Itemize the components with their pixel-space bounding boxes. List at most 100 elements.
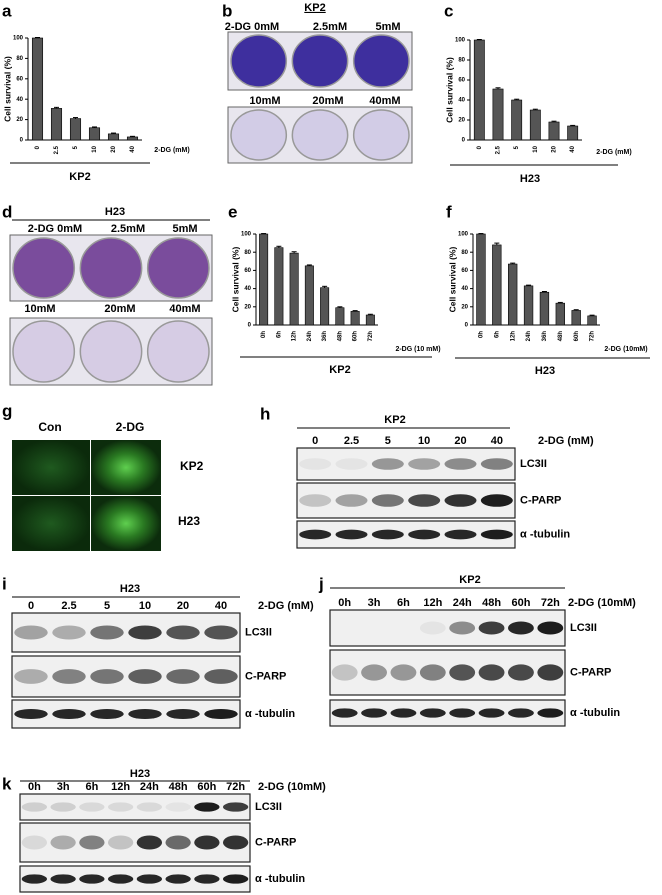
lane-label: 2.5 bbox=[344, 435, 359, 447]
lane-label: 10 bbox=[418, 435, 430, 447]
band bbox=[331, 708, 358, 718]
dose-label: 10mM bbox=[249, 95, 280, 107]
y-tick-label: 100 bbox=[241, 232, 252, 238]
well bbox=[146, 237, 210, 299]
lane-label: 5 bbox=[385, 435, 391, 447]
band bbox=[335, 494, 368, 507]
lane-label: 40 bbox=[215, 600, 227, 612]
band bbox=[166, 625, 200, 640]
image-2dg-kp2 bbox=[91, 440, 161, 495]
bar bbox=[567, 125, 579, 141]
y-axis-label: Cell survival (%) bbox=[230, 247, 240, 313]
row-label: LC3II bbox=[570, 622, 597, 634]
row-label: KP2 bbox=[180, 459, 204, 473]
band bbox=[449, 664, 476, 681]
row-label: C-PARP bbox=[520, 494, 561, 506]
band bbox=[335, 458, 368, 470]
y-tick-label: 100 bbox=[13, 36, 24, 42]
lane-label: 6h bbox=[85, 781, 98, 793]
lane-label: 3h bbox=[368, 597, 381, 609]
lane-label: 5 bbox=[104, 600, 110, 612]
band bbox=[299, 458, 332, 470]
bar bbox=[88, 127, 101, 141]
band bbox=[449, 621, 476, 635]
panel-letter: d bbox=[2, 202, 12, 221]
panel-letter: c bbox=[444, 1, 453, 20]
band bbox=[90, 625, 124, 640]
x-tick-label: 60h bbox=[574, 331, 580, 342]
lane-label: 24h bbox=[453, 597, 472, 609]
band bbox=[478, 621, 505, 635]
row-label: α -tubulin bbox=[255, 873, 305, 885]
band bbox=[331, 664, 358, 681]
row-label: α -tubulin bbox=[520, 528, 570, 540]
lane-label: 0 bbox=[28, 600, 34, 612]
well bbox=[12, 237, 76, 299]
bar bbox=[523, 285, 534, 326]
y-tick-label: 80 bbox=[461, 250, 468, 256]
band bbox=[408, 494, 441, 507]
bar bbox=[69, 118, 82, 141]
lane-label: 20 bbox=[454, 435, 466, 447]
y-tick-label: 0 bbox=[465, 323, 469, 329]
band bbox=[419, 664, 446, 681]
column-label: 2-DG bbox=[116, 420, 145, 434]
dose-label: 2.5mM bbox=[313, 21, 347, 33]
bar bbox=[289, 252, 299, 326]
band bbox=[79, 802, 105, 812]
band bbox=[14, 708, 48, 720]
band bbox=[419, 621, 446, 635]
cell-line-label: KP2 bbox=[304, 2, 325, 14]
band bbox=[204, 625, 238, 640]
band bbox=[222, 874, 249, 884]
panel-letter: a bbox=[2, 1, 12, 20]
band bbox=[90, 708, 124, 720]
lane-label: 0h bbox=[338, 597, 351, 609]
panel-letter: b bbox=[222, 1, 232, 20]
y-tick-label: 40 bbox=[458, 98, 465, 104]
treatment-label: 2-DG (10mM) bbox=[568, 597, 636, 609]
x-tick-label: 48h bbox=[337, 331, 343, 342]
dose-label: 40mM bbox=[369, 95, 400, 107]
x-tick-label: 24h bbox=[307, 331, 313, 342]
lane-label: 0h bbox=[28, 781, 41, 793]
panel-letter: k bbox=[2, 774, 12, 793]
bar bbox=[335, 307, 345, 326]
lane-label: 0 bbox=[312, 435, 318, 447]
row-label: C-PARP bbox=[245, 670, 286, 682]
bar bbox=[107, 133, 120, 141]
bar bbox=[476, 233, 486, 326]
band bbox=[50, 802, 76, 812]
band bbox=[419, 708, 446, 718]
well bbox=[79, 320, 143, 383]
bar bbox=[548, 121, 560, 141]
cell-line-label: KP2 bbox=[384, 414, 405, 426]
band bbox=[478, 708, 505, 718]
blot-strip bbox=[296, 482, 516, 519]
dose-label: 5mM bbox=[172, 223, 197, 235]
bar bbox=[492, 244, 502, 326]
band bbox=[371, 458, 404, 470]
panel-letter: f bbox=[446, 202, 452, 221]
well bbox=[146, 320, 210, 383]
group-label: KP2 bbox=[69, 171, 90, 183]
well bbox=[291, 109, 349, 161]
x-tick-label: 40 bbox=[130, 145, 136, 152]
lane-label: 2.5 bbox=[61, 600, 76, 612]
y-tick-label: 80 bbox=[458, 58, 465, 64]
x-tick-label: 20 bbox=[111, 145, 117, 152]
band bbox=[204, 708, 238, 720]
bar bbox=[571, 310, 581, 326]
band bbox=[21, 835, 48, 850]
bar bbox=[50, 108, 63, 141]
lane-label: 3h bbox=[57, 781, 70, 793]
bar bbox=[259, 233, 269, 326]
band bbox=[537, 664, 564, 681]
dose-label: 20mM bbox=[312, 95, 343, 107]
well bbox=[230, 34, 288, 88]
blot-strip bbox=[11, 699, 241, 729]
lane-label: 60h bbox=[197, 781, 216, 793]
y-tick-label: 40 bbox=[461, 286, 468, 292]
band bbox=[194, 874, 220, 884]
